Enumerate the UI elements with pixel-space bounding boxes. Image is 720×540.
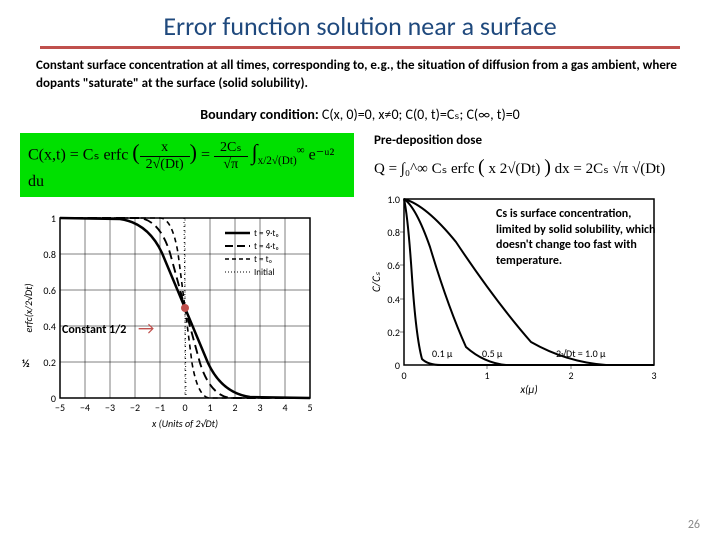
svg-text:0: 0 xyxy=(395,359,400,372)
svg-text:4: 4 xyxy=(282,401,287,414)
boundary-condition: Boundary condition: C(x, 0)=0, x≠0; C(0,… xyxy=(0,102,720,133)
q-lhs: Q = ∫₀^∞ Cₛ erfc xyxy=(374,161,474,177)
svg-text:t = t₀: t = t₀ xyxy=(254,254,272,265)
formula-rhs-coef: 2Cₛ √π xyxy=(214,139,248,173)
svg-text:0.8: 0.8 xyxy=(387,226,400,239)
formula-mid: = xyxy=(201,147,214,164)
svg-text:1: 1 xyxy=(51,212,56,225)
arrow-red-icon: → xyxy=(138,317,154,339)
int-low: x/2√(Dt) xyxy=(258,155,297,167)
svg-text:1: 1 xyxy=(207,401,212,414)
svg-text:0.6: 0.6 xyxy=(387,259,400,272)
svg-text:−5: −5 xyxy=(55,401,65,414)
rhs-den: √π xyxy=(214,157,248,173)
cs-note: Cs is surface concentration, limited by … xyxy=(496,207,656,269)
svg-text:3: 3 xyxy=(651,369,656,382)
svg-text:0.4: 0.4 xyxy=(43,320,56,333)
q-tail: √(Dt) xyxy=(632,161,665,177)
svg-text:2: 2 xyxy=(232,401,237,414)
right-column: Pre-deposition dose Q = ∫₀^∞ Cₛ erfc ( x… xyxy=(366,133,700,433)
svg-text:erfc(x/2√Dt): erfc(x/2√Dt) xyxy=(22,284,35,333)
predose-label: Pre-deposition dose xyxy=(366,133,700,154)
svg-text:0.1 μ: 0.1 μ xyxy=(432,347,453,360)
svg-text:0.6: 0.6 xyxy=(43,284,56,297)
left-column: C(x,t) = Cₛ erfc ( x 2√(Dt) ) = 2Cₛ √π ∫… xyxy=(20,133,354,433)
svg-text:0.2: 0.2 xyxy=(43,356,56,369)
svg-text:x (Units of 2√Dt): x (Units of 2√Dt) xyxy=(151,417,218,430)
predose-equation: Q = ∫₀^∞ Cₛ erfc ( x 2√(Dt) ) dx = 2Cₛ √… xyxy=(366,154,700,187)
rhs-num: 2Cₛ xyxy=(214,139,248,157)
q-den: 2√(Dt) xyxy=(500,161,541,177)
q-num: x xyxy=(488,161,496,177)
svg-text:2: 2 xyxy=(568,369,573,382)
svg-text:−3: −3 xyxy=(105,401,115,414)
svg-text:−4: −4 xyxy=(80,401,90,414)
svg-text:0: 0 xyxy=(401,369,406,382)
description-text: Constant surface concentration at all ti… xyxy=(0,57,720,102)
slide-title: Error function solution near a surface xyxy=(0,0,720,46)
svg-text:1: 1 xyxy=(484,369,489,382)
formula-lhs: C(x,t) = Cₛ erfc xyxy=(28,147,128,164)
svg-text:−1: −1 xyxy=(155,401,165,414)
svg-text:0.2: 0.2 xyxy=(387,326,400,339)
q-rden: √π xyxy=(612,161,628,177)
svg-text:3: 3 xyxy=(257,401,262,414)
frac-den: 2√(Dt) xyxy=(140,157,190,173)
svg-text:t = 4·t₀: t = 4·t₀ xyxy=(254,241,279,252)
q-mid: dx = xyxy=(555,161,586,177)
frac-num: x xyxy=(140,140,190,157)
erfc-chart-svg: 0 0.2 0.4 0.6 0.8 1 −5 −4 −3 −2 −1 0 1 2 xyxy=(20,203,330,433)
main-formula-box: C(x,t) = Cₛ erfc ( x 2√(Dt) ) = 2Cₛ √π ∫… xyxy=(20,133,354,197)
svg-text:−2: −2 xyxy=(130,401,140,414)
q-frac: x 2√(Dt) xyxy=(485,161,544,177)
boundary-label: Boundary condition: xyxy=(200,106,319,123)
int-up: ∞ xyxy=(297,144,305,156)
boundary-text: C(x, 0)=0, x≠0; C(0, t)=Cₛ; C(∞, t)=0 xyxy=(319,106,520,123)
svg-text:Initial: Initial xyxy=(254,267,274,278)
half-axis-label: ½ xyxy=(22,357,30,370)
formula-frac: x 2√(Dt) xyxy=(140,140,190,173)
slide-number: 26 xyxy=(688,518,700,532)
svg-text:5: 5 xyxy=(307,401,312,414)
content-area: C(x,t) = Cₛ erfc ( x 2√(Dt) ) = 2Cₛ √π ∫… xyxy=(0,133,720,433)
constant-half-label: Constant 1/2 xyxy=(62,323,126,337)
svg-text:0: 0 xyxy=(182,401,187,414)
svg-text:C/Cₛ: C/Cₛ xyxy=(370,271,383,292)
svg-text:0.5 μ: 0.5 μ xyxy=(482,347,503,360)
q-rhs-frac: 2Cₛ √π xyxy=(586,161,632,177)
svg-text:t = 9·t₀: t = 9·t₀ xyxy=(254,228,279,239)
svg-text:2√Dt = 1.0 μ: 2√Dt = 1.0 μ xyxy=(556,347,606,360)
profile-chart: 0 0.2 0.4 0.6 0.8 1.0 0 1 2 xyxy=(366,187,666,397)
title-underline xyxy=(40,46,680,49)
erfc-chart: 0 0.2 0.4 0.6 0.8 1 −5 −4 −3 −2 −1 0 1 2 xyxy=(20,203,330,433)
svg-text:0.4: 0.4 xyxy=(387,293,400,306)
svg-text:x(μ): x(μ) xyxy=(519,383,537,396)
q-rnum: 2Cₛ xyxy=(586,161,609,177)
svg-text:1.0: 1.0 xyxy=(387,193,400,206)
svg-text:0.8: 0.8 xyxy=(43,248,56,261)
